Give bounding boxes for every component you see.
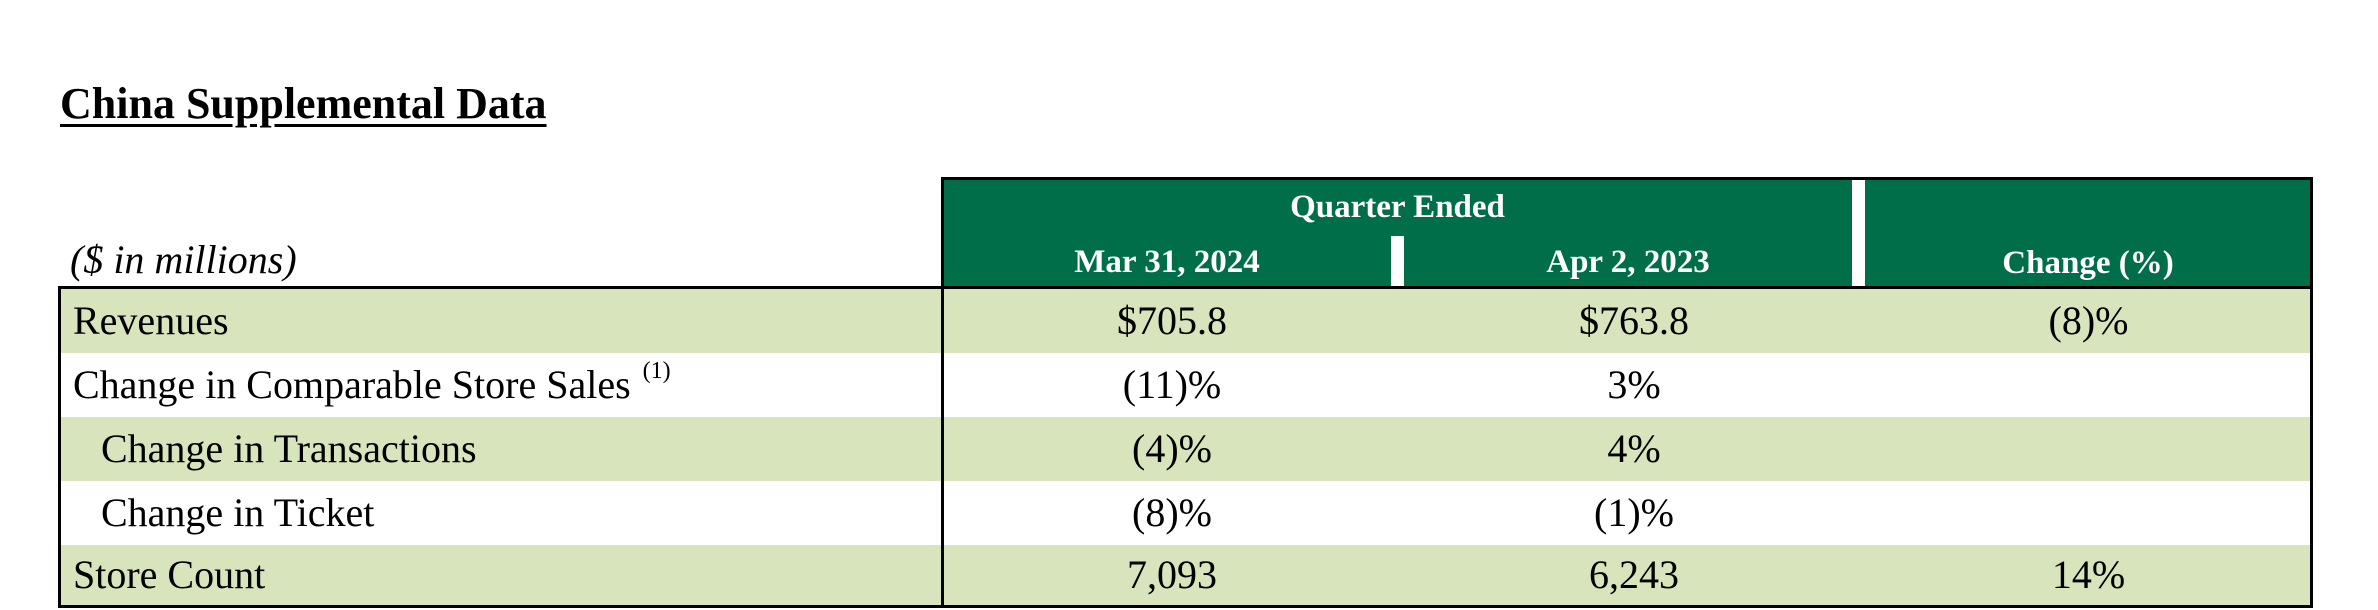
cell-mar-2024: (4)%: [1132, 426, 1212, 471]
cell-change: 14%: [2051, 552, 2126, 597]
cell-change: [1867, 417, 2310, 481]
table-row-revenues: Revenues $705.8 $763.8 (8)%: [61, 289, 2310, 353]
column-divider: [941, 481, 944, 545]
column-divider: [941, 353, 944, 417]
header-separator: [1391, 236, 1404, 289]
footnote-marker: (1): [642, 358, 671, 384]
column-divider: [941, 417, 944, 481]
header-col-mar-2024: Mar 31, 2024: [943, 236, 1391, 289]
cell-apr-2023: 6,243: [1589, 552, 1679, 597]
column-divider: [941, 545, 944, 605]
cell-mar-2024: (8)%: [1132, 490, 1212, 535]
cell-apr-2023: 4%: [1607, 426, 1661, 471]
row-label: Change in Ticket: [101, 490, 375, 535]
data-table: Revenues $705.8 $763.8 (8)% Change in Co…: [58, 286, 2313, 608]
row-label: Change in Comparable Store Sales (1): [73, 353, 671, 417]
cell-mar-2024: 7,093: [1127, 552, 1217, 597]
page-title: China Supplemental Data: [60, 79, 547, 128]
row-label: Store Count: [73, 552, 266, 597]
table-row-comparable-store-sales: Change in Comparable Store Sales (1) (11)…: [61, 353, 2310, 417]
cell-apr-2023: 3%: [1607, 362, 1661, 407]
cell-mar-2024: (11)%: [1122, 362, 1222, 407]
cell-apr-2023: (1)%: [1594, 490, 1674, 535]
table-row-store-count: Store Count 7,093 6,243 14%: [61, 545, 2310, 605]
row-label-text: Change in Comparable Store Sales: [73, 362, 631, 407]
column-divider: [941, 289, 944, 353]
units-label: ($ in millions): [70, 237, 297, 282]
table-row-ticket: Change in Ticket (8)% (1)%: [61, 481, 2310, 545]
row-label: Change in Transactions: [101, 426, 477, 471]
cell-change: (8)%: [2048, 298, 2129, 343]
table-row-transactions: Change in Transactions (4)% 4%: [61, 417, 2310, 481]
cell-change: [1867, 353, 2310, 417]
header-col-apr-2023: Apr 2, 2023: [1404, 236, 1852, 289]
cell-change: [1867, 481, 2310, 545]
header-quarter-ended: Quarter Ended: [943, 179, 1852, 236]
row-label: Revenues: [73, 298, 229, 343]
cell-mar-2024: $705.8: [1117, 298, 1227, 343]
header-col-change: Change (%): [1865, 179, 2311, 289]
cell-apr-2023: $763.8: [1579, 298, 1689, 343]
header-separator: [1852, 179, 1865, 289]
